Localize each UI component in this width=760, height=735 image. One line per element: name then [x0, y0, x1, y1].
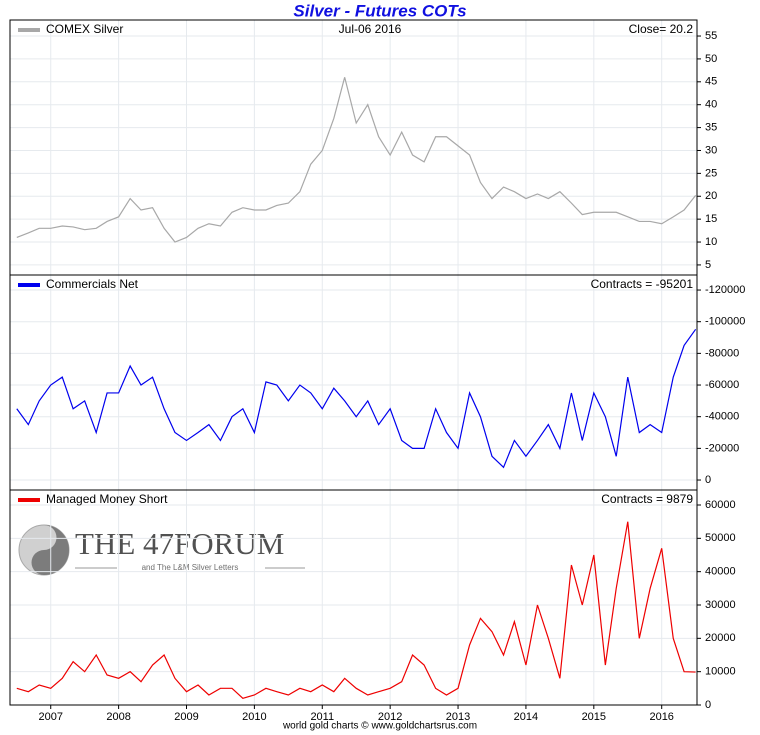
annotation: Contracts = 9879: [601, 492, 693, 506]
y-tick-label: 20000: [705, 632, 736, 644]
y-tick-label: 25: [705, 167, 717, 179]
x-tick-label: 2016: [649, 711, 673, 723]
y-tick-label: 10000: [705, 666, 736, 678]
y-tick-label: 55: [705, 30, 717, 42]
y-tick-label: 40: [705, 99, 717, 111]
series-line: [16, 77, 697, 243]
y-tick-label: 35: [705, 121, 717, 133]
y-tick-label: 45: [705, 76, 717, 88]
y-tick-label: 0: [705, 474, 711, 486]
x-tick-label: 2008: [106, 711, 130, 723]
legend-label: COMEX Silver: [46, 22, 123, 36]
panel: 0 10000 20000 30000 40000 50000 60000 2007 2008 2…: [9, 489, 736, 723]
y-tick-label: 50: [705, 53, 717, 65]
y-tick-label: 60000: [705, 499, 736, 511]
series-line: [16, 521, 696, 700]
watermark-title: THE 47FORUM: [75, 526, 284, 561]
y-tick-label: 30: [705, 144, 717, 156]
x-tick-label: 2007: [38, 711, 62, 723]
annotation: Contracts = -95201: [591, 277, 694, 291]
legend-label: Commercials Net: [46, 277, 139, 291]
panel: 5 10 15 20 25 30 35 40 45 50 55 COMEX Silver Jul-06 …: [9, 19, 717, 276]
y-tick-label: 20: [705, 190, 717, 202]
y-tick-label: -80000: [705, 347, 739, 359]
annotation: Jul-06 2016: [339, 22, 402, 36]
annotation: Close= 20.2: [629, 22, 694, 36]
chart-title: Silver - Futures COTs: [293, 1, 466, 20]
x-tick-label: 2011: [310, 711, 334, 723]
y-tick-label: -100000: [705, 316, 745, 328]
y-tick-label: -40000: [705, 411, 739, 423]
panel-border: [9, 489, 698, 706]
plot-layer: 5 10 15 20 25 30 35 40 45 50 55 COMEX Silver Jul-06 …: [9, 19, 745, 723]
x-tick-label: 2014: [514, 711, 538, 723]
watermark-subtitle: and The L&M Silver Letters: [142, 563, 239, 572]
y-tick-label: 10: [705, 236, 717, 248]
y-tick-label: 50000: [705, 532, 736, 544]
y-tick-label: -120000: [705, 284, 745, 296]
source: world gold charts © www.goldchartsrus.co…: [282, 721, 477, 732]
y-tick-label: 40000: [705, 566, 736, 578]
y-tick-label: 0: [705, 699, 711, 711]
x-tick-label: 2012: [378, 711, 402, 723]
y-tick-label: 5: [705, 259, 711, 271]
x-tick-label: 2009: [174, 711, 198, 723]
watermark: THE 47FORUM and The L&M Silver Letters: [18, 524, 305, 576]
y-tick-label: 30000: [705, 599, 736, 611]
x-tick-label: 2015: [582, 711, 606, 723]
y-tick-label: -60000: [705, 379, 739, 391]
panel: -120000 -100000 -80000 -60000 -40000 -20000 0 C…: [9, 274, 745, 491]
series-line: [16, 328, 697, 469]
legend-label: Managed Money Short: [46, 492, 168, 506]
x-tick-label: 2010: [242, 711, 266, 723]
x-tick-label: 2013: [446, 711, 470, 723]
y-tick-label: 15: [705, 213, 717, 225]
y-tick-label: -20000: [705, 442, 739, 454]
